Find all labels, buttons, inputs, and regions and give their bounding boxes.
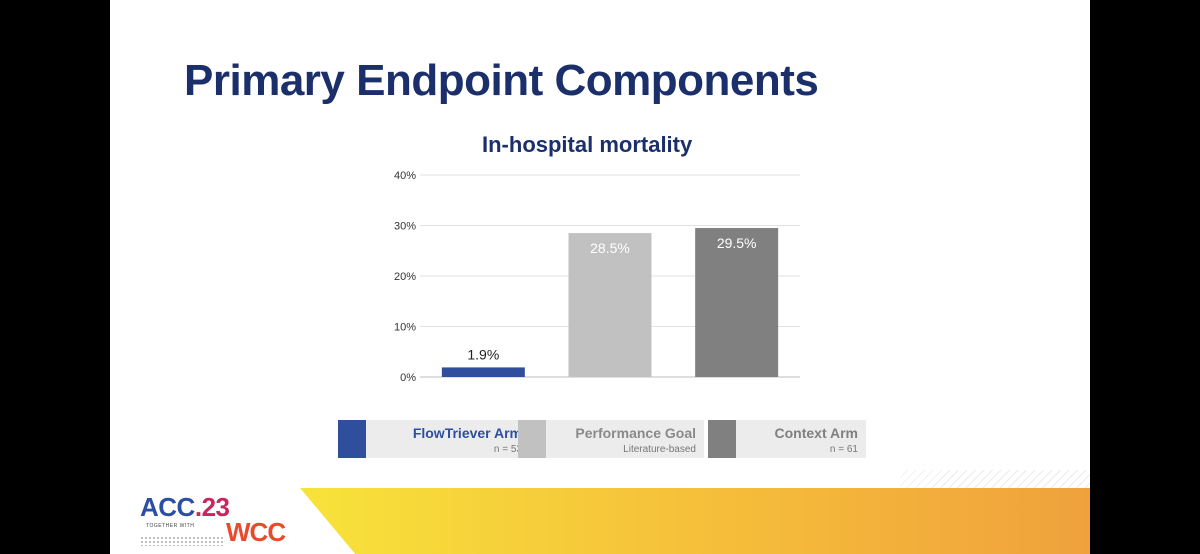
acc-logo: ACC.23 TOGETHER WITH WCC bbox=[140, 492, 310, 552]
slide-title: Primary Endpoint Components bbox=[184, 56, 819, 105]
legend-item: FlowTriever Arm n = 53 bbox=[338, 420, 530, 458]
legend-name: Context Arm bbox=[774, 425, 859, 441]
legend-item: Performance Goal Literature-based bbox=[518, 420, 704, 458]
slide: Primary Endpoint Components In-hospital … bbox=[110, 0, 1090, 554]
data-label: 28.5% bbox=[590, 240, 630, 256]
logo-year: .23 bbox=[194, 492, 230, 522]
y-tick-label: 20% bbox=[394, 271, 416, 283]
logo-together: TOGETHER WITH bbox=[146, 523, 195, 529]
y-tick-label: 30% bbox=[394, 221, 416, 233]
data-label: 1.9% bbox=[467, 346, 499, 362]
legend-box: Performance Goal Literature-based bbox=[546, 420, 704, 458]
legend-swatch bbox=[708, 420, 736, 458]
bar-performance-goal bbox=[568, 233, 652, 377]
y-tick-label: 40% bbox=[394, 170, 416, 182]
logo-wcc: WCC bbox=[226, 517, 286, 547]
footer-band bbox=[300, 488, 1090, 554]
logo-dots bbox=[140, 536, 224, 546]
bar-context-arm bbox=[695, 228, 779, 377]
legend-swatch bbox=[518, 420, 546, 458]
legend-box: Context Arm n = 61 bbox=[736, 420, 866, 458]
legend-sub: n = 61 bbox=[829, 444, 858, 455]
chart-title: In-hospital mortality bbox=[482, 132, 693, 157]
legend-sub: n = 53 bbox=[493, 444, 522, 455]
legend-swatch bbox=[338, 420, 366, 458]
legend-item: Context Arm n = 61 bbox=[708, 420, 866, 458]
y-tick-label: 10% bbox=[394, 322, 416, 334]
legend-box: FlowTriever Arm n = 53 bbox=[366, 420, 530, 458]
bar-flowtriever-arm bbox=[441, 367, 525, 377]
bar-chart: 0% 10% 20% 30% 40% 1.9% 28.5% 29.5% bbox=[394, 170, 800, 384]
legend-sub: Literature-based bbox=[623, 444, 696, 455]
legend-name: Performance Goal bbox=[575, 425, 696, 441]
y-tick-label: 0% bbox=[400, 372, 416, 384]
data-label: 29.5% bbox=[717, 235, 757, 251]
logo-acc: ACC.23 bbox=[140, 492, 230, 522]
legend-name: FlowTriever Arm bbox=[412, 425, 522, 441]
